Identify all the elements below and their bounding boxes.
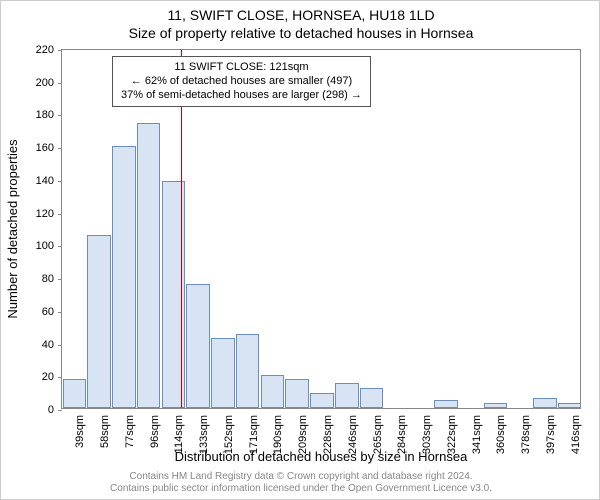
y-tick-label: 80 [20,273,54,285]
annotation-line3: 37% of semi-detached houses are larger (… [121,89,362,103]
histogram-bar [558,403,582,408]
histogram-bar [533,398,557,408]
histogram-bar [434,400,458,408]
y-tick-label: 120 [20,208,54,220]
footer-attribution: Contains HM Land Registry data © Crown c… [1,471,600,495]
y-tick-label: 20 [20,371,54,383]
chart-container: 11, SWIFT CLOSE, HORNSEA, HU18 1LD Size … [0,0,600,500]
y-tick-label: 160 [20,142,54,154]
histogram-bar [236,334,260,408]
x-axis-label: Distribution of detached houses by size … [61,449,581,464]
footer-line1: Contains HM Land Registry data © Crown c… [1,471,600,483]
chart-title-line2: Size of property relative to detached ho… [1,25,600,41]
annotation-box: 11 SWIFT CLOSE: 121sqm← 62% of detached … [112,56,371,107]
y-tick-label: 100 [20,240,54,252]
histogram-bar [211,338,235,408]
chart-title-line1: 11, SWIFT CLOSE, HORNSEA, HU18 1LD [1,7,600,23]
plot-area: 02040608010012014016018020022039sqm58sqm… [61,49,581,409]
histogram-bar [162,181,186,408]
histogram-bar [310,393,334,408]
histogram-bar [112,146,136,408]
footer-line2: Contains public sector information licen… [1,483,600,495]
histogram-bar [285,379,309,408]
histogram-bar [360,388,384,408]
histogram-bar [335,383,359,408]
y-tick-label: 180 [20,109,54,121]
histogram-bar [87,235,111,408]
y-tick-label: 200 [20,77,54,89]
histogram-bar [484,403,508,408]
histogram-bar [137,123,161,408]
annotation-line1: 11 SWIFT CLOSE: 121sqm [121,61,362,75]
annotation-line2: ← 62% of detached houses are smaller (49… [121,75,362,89]
histogram-bar [186,284,210,408]
y-tick-label: 220 [20,44,54,56]
histogram-bar [261,375,285,408]
y-axis-label: Number of detached properties [5,49,25,409]
y-tick-label: 0 [20,404,54,416]
y-tick-label: 60 [20,306,54,318]
y-tick-label: 140 [20,175,54,187]
y-tick-label: 40 [20,339,54,351]
histogram-bar [63,379,87,408]
